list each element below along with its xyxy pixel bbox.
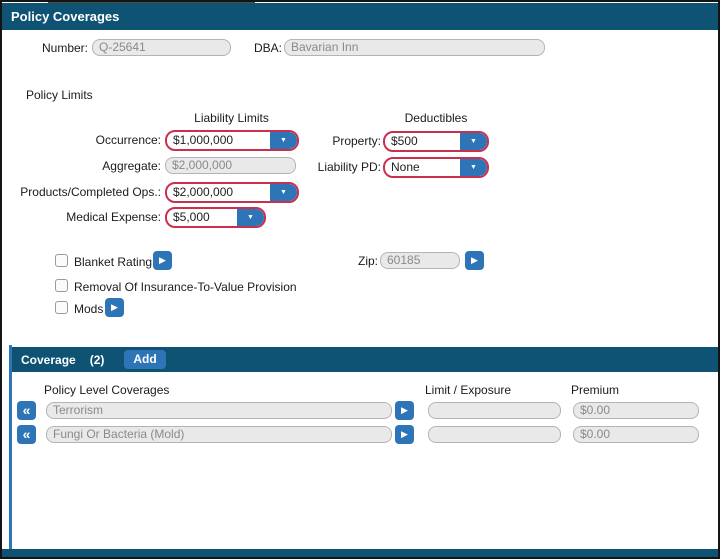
- coverage-name-field: Fungi Or Bacteria (Mold): [46, 426, 392, 443]
- coverage-name-field: Terrorism: [46, 402, 392, 419]
- number-label: Number:: [41, 41, 88, 55]
- expand-arrow-icon: ▶: [471, 255, 478, 265]
- collapse-chevron-icon: «: [22, 425, 31, 442]
- zip-expand-button[interactable]: ▶: [465, 251, 484, 270]
- property-value: $500: [391, 134, 418, 148]
- add-coverage-button[interactable]: Add: [124, 350, 166, 369]
- removal-itv-checkbox[interactable]: [55, 279, 68, 292]
- collapse-chevron-icon: «: [22, 401, 31, 418]
- mods-checkbox[interactable]: [55, 301, 68, 314]
- coverage-premium-field: $0.00: [573, 402, 699, 419]
- deductibles-heading: Deductibles: [404, 111, 468, 125]
- expand-arrow-icon: ▶: [401, 429, 408, 439]
- coverage-title: Coverage: [21, 352, 76, 367]
- occurrence-label: Occurrence:: [95, 133, 161, 147]
- liability-pd-label: Liability PD:: [317, 160, 381, 174]
- zip-label: Zip:: [357, 254, 378, 268]
- window-title: Policy Coverages: [2, 3, 718, 30]
- coverage-limit-field: [428, 402, 561, 419]
- column-header-limit: Limit / Exposure: [425, 383, 512, 397]
- property-label: Property:: [332, 134, 381, 148]
- dropdown-arrow-icon[interactable]: ▼: [270, 132, 297, 149]
- coverage-section-border: [9, 345, 12, 549]
- property-dropdown[interactable]: $500 ▼: [383, 131, 489, 152]
- aggregate-field: $2,000,000: [165, 157, 296, 174]
- coverage-limit-field: [428, 426, 561, 443]
- coverage-expand-button[interactable]: ▶: [395, 425, 414, 444]
- coverage-count-badge: (2): [89, 352, 105, 367]
- column-header-coverages: Policy Level Coverages: [44, 383, 170, 397]
- products-completed-ops-label: Products/Completed Ops.:: [20, 185, 161, 199]
- blanket-rating-label: Blanket Rating: [74, 255, 153, 269]
- coverage-section-header: Coverage (2) Add: [12, 347, 718, 372]
- products-completed-ops-dropdown[interactable]: $2,000,000 ▼: [165, 182, 299, 203]
- blanket-rating-expand-button[interactable]: ▶: [153, 251, 172, 270]
- removal-itv-label: Removal Of Insurance-To-Value Provision: [74, 280, 297, 294]
- liability-limits-heading: Liability Limits: [194, 111, 269, 125]
- aggregate-label: Aggregate:: [102, 159, 161, 173]
- column-header-premium: Premium: [571, 383, 620, 397]
- policy-limits-heading: Policy Limits: [26, 88, 93, 102]
- mods-label: Mods: [74, 302, 104, 316]
- mods-expand-button[interactable]: ▶: [105, 298, 124, 317]
- liability-pd-value: None: [391, 160, 420, 174]
- blanket-rating-checkbox[interactable]: [55, 254, 68, 267]
- medical-expense-label: Medical Expense:: [66, 210, 161, 224]
- dba-label: DBA:: [253, 41, 282, 55]
- number-field: Q-25641: [92, 39, 231, 56]
- medical-expense-value: $5,000: [173, 210, 210, 224]
- coverage-collapse-button[interactable]: «: [17, 425, 36, 444]
- medical-expense-dropdown[interactable]: $5,000 ▼: [165, 207, 266, 228]
- dropdown-arrow-icon[interactable]: ▼: [237, 209, 264, 226]
- window-bottom-bar: [2, 549, 718, 557]
- occurrence-value: $1,000,000: [173, 133, 234, 147]
- zip-field: 60185: [380, 252, 460, 269]
- occurrence-dropdown[interactable]: $1,000,000 ▼: [165, 130, 299, 151]
- dropdown-arrow-icon[interactable]: ▼: [270, 184, 297, 201]
- dba-field: Bavarian Inn: [284, 39, 545, 56]
- products-completed-ops-value: $2,000,000: [173, 185, 234, 199]
- expand-arrow-icon: ▶: [159, 255, 166, 265]
- dropdown-arrow-icon[interactable]: ▼: [460, 133, 487, 150]
- dropdown-arrow-icon[interactable]: ▼: [460, 159, 487, 176]
- liability-pd-dropdown[interactable]: None ▼: [383, 157, 489, 178]
- coverage-premium-field: $0.00: [573, 426, 699, 443]
- expand-arrow-icon: ▶: [401, 405, 408, 415]
- expand-arrow-icon: ▶: [111, 302, 118, 312]
- coverage-expand-button[interactable]: ▶: [395, 401, 414, 420]
- coverage-collapse-button[interactable]: «: [17, 401, 36, 420]
